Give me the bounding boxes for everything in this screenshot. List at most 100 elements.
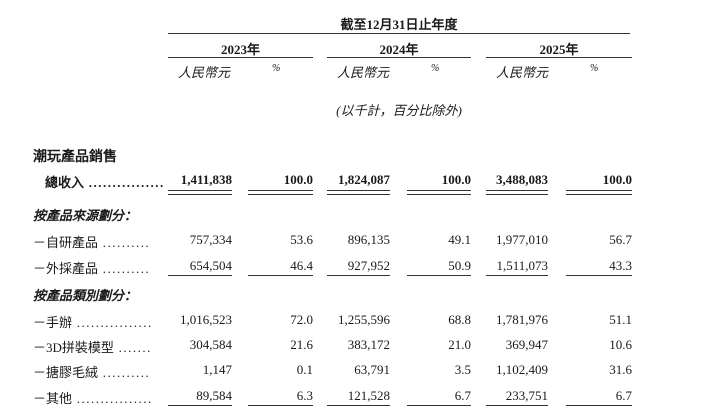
row-label: －搪膠毛絨 .................. (33, 362, 151, 381)
amount-cell: 1,781,976 (496, 312, 548, 327)
percent-cell: 51.1 (609, 312, 632, 327)
amount-cell: 63,791 (354, 362, 390, 377)
percent-cell: 56.7 (609, 232, 632, 247)
row-label: 總收入 .................. (45, 172, 163, 191)
leader-dots: .................. (76, 315, 151, 330)
row-label: －自研產品 .................. (33, 232, 151, 251)
leader-dots: .................. (102, 261, 151, 276)
percent-cell: 49.1 (448, 232, 471, 247)
amount-cell: 654,504 (189, 258, 232, 273)
year-header: 2025年 (539, 42, 579, 57)
subtotal-rule (327, 405, 390, 406)
row-label-text: －自研產品 (33, 235, 99, 250)
percent-label: % (431, 63, 440, 74)
amount-cell: 1,255,596 (338, 312, 390, 327)
percent-cell: 72.0 (290, 312, 313, 327)
subtotal-rule (486, 275, 548, 276)
row-label-text: －外採產品 (33, 261, 99, 276)
amount-cell: 1,977,010 (496, 232, 548, 247)
total-double-rule (407, 190, 471, 195)
percent-cell: 21.0 (448, 337, 471, 352)
row-label: －外採產品 .................. (33, 258, 151, 277)
section-title: 潮玩產品銷售 (33, 150, 117, 165)
year-header: 2023年 (220, 42, 260, 57)
percent-label: % (272, 63, 281, 74)
subtotal-rule (168, 275, 232, 276)
percent-cell: 21.6 (290, 337, 313, 352)
row-label-text: －其他 (33, 391, 73, 406)
currency-label: 人民幣元 (496, 65, 549, 80)
row-label-text: －3D拼裝模型 (33, 340, 114, 355)
subtotal-rule (407, 275, 471, 276)
amount-cell: 1,102,409 (496, 362, 548, 377)
amount-cell: 927,952 (347, 258, 390, 273)
amount-cell: 233,751 (505, 388, 548, 403)
period-header: 截至12月31日止年度 (340, 17, 458, 32)
subtotal-rule (248, 275, 313, 276)
amount-cell: 121,528 (347, 388, 390, 403)
header-rule (168, 33, 630, 34)
amount-cell: 89,584 (196, 388, 232, 403)
subtotal-rule (407, 405, 471, 406)
percent-cell: 6.7 (454, 388, 471, 403)
percent-cell: 43.3 (609, 258, 632, 273)
amount-cell: 1,016,523 (180, 312, 232, 327)
unit-note-text: (以千計，百分比除外) (336, 103, 462, 118)
subtotal-rule (566, 275, 632, 276)
percent-cell: 100.0 (602, 172, 632, 187)
amount-cell: 383,172 (347, 337, 390, 352)
leader-dots: .................. (88, 175, 163, 190)
leader-dots: .................. (102, 235, 151, 250)
percent-cell: 50.9 (448, 258, 471, 273)
row-label-text: －搪膠毛絨 (33, 365, 99, 380)
year-rule (168, 57, 313, 58)
year-rule (327, 57, 471, 58)
amount-cell: 1,147 (202, 362, 232, 377)
total-double-rule (486, 190, 548, 195)
leader-dots: .................. (102, 365, 151, 380)
percent-cell: 10.6 (609, 337, 632, 352)
leader-dots: .................. (76, 391, 151, 406)
total-double-rule (327, 190, 390, 195)
amount-cell: 1,824,087 (338, 172, 390, 187)
percent-cell: 53.6 (290, 232, 313, 247)
percent-cell: 6.7 (615, 388, 632, 403)
row-label-text: 總收入 (45, 175, 85, 190)
total-double-rule (566, 190, 632, 195)
amount-cell: 757,334 (189, 232, 232, 247)
group-title: 按產品來源劃分： (33, 208, 138, 223)
subtotal-rule (327, 275, 390, 276)
total-double-rule (248, 190, 313, 195)
currency-label: 人民幣元 (178, 65, 231, 80)
subtotal-rule (248, 405, 313, 406)
subtotal-rule (566, 405, 632, 406)
percent-cell: 100.0 (441, 172, 471, 187)
percent-cell: 31.6 (609, 362, 632, 377)
percent-cell: 0.1 (296, 362, 313, 377)
percent-cell: 68.8 (448, 312, 471, 327)
group-title: 按產品類別劃分： (33, 288, 138, 303)
percent-cell: 46.4 (290, 258, 313, 273)
row-label: －手辦 .................. (33, 312, 151, 331)
percent-cell: 100.0 (283, 172, 313, 187)
row-label: －其他 .................. (33, 388, 151, 407)
subtotal-rule (486, 405, 548, 406)
unit-note: (以千計，百分比除外) (168, 100, 630, 119)
amount-cell: 3,488,083 (496, 172, 548, 187)
row-label: －3D拼裝模型 .................. (33, 337, 151, 356)
year-rule (486, 57, 632, 58)
amount-cell: 1,511,073 (496, 258, 548, 273)
leader-dots: .................. (118, 340, 151, 355)
amount-cell: 1,411,838 (180, 172, 232, 187)
amount-cell: 304,584 (189, 337, 232, 352)
row-label-text: －手辦 (33, 315, 73, 330)
percent-label: % (590, 63, 599, 74)
total-double-rule (168, 190, 232, 195)
subtotal-rule (168, 405, 232, 406)
percent-cell: 6.3 (296, 388, 313, 403)
currency-label: 人民幣元 (337, 65, 390, 80)
year-header: 2024年 (379, 42, 419, 57)
amount-cell: 369,947 (505, 337, 548, 352)
amount-cell: 896,135 (347, 232, 390, 247)
